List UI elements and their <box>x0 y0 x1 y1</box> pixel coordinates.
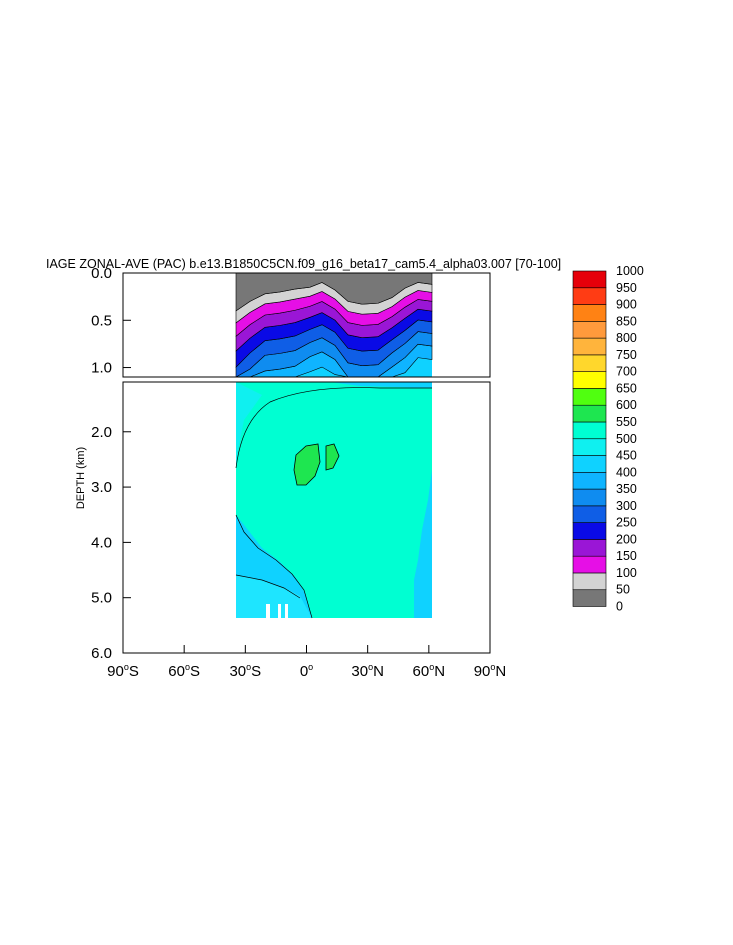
y-tick-label: 1.0 <box>91 360 112 377</box>
colorbar-swatch <box>572 304 607 322</box>
colorbar-label: 450 <box>616 449 637 463</box>
x-tick-label: 60oN <box>413 662 446 680</box>
chart-title: IAGE ZONAL-AVE (PAC) b.e13.B1850C5CN.f09… <box>46 257 561 271</box>
data-gap-3 <box>285 604 288 618</box>
colorbar-label: 1000 <box>616 264 644 278</box>
lower-band-450 <box>236 382 432 618</box>
colorbar-swatch <box>572 287 607 305</box>
colorbar-label: 850 <box>616 314 637 328</box>
colorbar-swatch <box>572 421 607 440</box>
lower-panel-field <box>235 382 432 619</box>
colorbar-label: 200 <box>616 532 637 546</box>
colorbar-label: 150 <box>616 549 637 563</box>
colorbar-swatch <box>572 321 607 339</box>
colorbar: 0 50 100 150 200 250 300 350 400 450 500 550 600 650 7… <box>572 264 644 614</box>
y-tick-label: 5.0 <box>91 590 112 607</box>
colorbar-swatch <box>572 488 607 507</box>
colorbar-label: 50 <box>616 583 630 597</box>
lower-band-400-bottom <box>236 575 312 618</box>
colorbar-swatch <box>572 371 607 389</box>
colorbar-swatch <box>572 404 607 423</box>
y-tick-label: 3.0 <box>91 479 112 496</box>
lower-band-550-blob-2 <box>325 443 340 471</box>
colorbar-label: 300 <box>616 499 637 513</box>
upper-panel-frame <box>122 272 491 378</box>
y-tick-label: 0.5 <box>91 312 112 329</box>
upper-panel-field <box>235 273 433 377</box>
upper-band-0 <box>235 273 433 312</box>
lower-contours <box>235 387 432 619</box>
x-tick-label: 0o <box>300 662 313 680</box>
colorbar-label: 650 <box>616 381 637 395</box>
colorbar-label: 750 <box>616 348 637 362</box>
y-tick-label: 0.0 <box>91 265 112 282</box>
colorbar-label: 0 <box>616 600 623 614</box>
colorbar-label: 950 <box>616 281 637 295</box>
colorbar-swatch <box>572 471 607 490</box>
colorbar-label: 100 <box>616 566 637 580</box>
colorbar-label: 600 <box>616 398 637 412</box>
colorbar-swatch <box>572 522 607 540</box>
colorbar-swatch <box>572 438 607 456</box>
colorbar-swatch <box>572 555 607 574</box>
colorbar-swatch <box>572 505 607 523</box>
colorbar-swatch <box>572 572 607 591</box>
colorbar-label: 550 <box>616 415 637 429</box>
colorbar-swatch <box>572 589 607 607</box>
colorbar-swatch <box>572 337 607 356</box>
colorbar-label: 500 <box>616 432 637 446</box>
x-tick-label: 90oN <box>474 662 507 680</box>
colorbar-swatch <box>572 539 607 557</box>
x-tick-label: 60oS <box>168 662 200 680</box>
x-tick-label: 30oS <box>229 662 261 680</box>
y-tick-label: 6.0 <box>91 645 112 662</box>
colorbar-label: 400 <box>616 465 637 479</box>
colorbar-label: 250 <box>616 516 637 530</box>
colorbar-swatch <box>572 388 607 406</box>
colorbar-label: 800 <box>616 331 637 345</box>
colorbar-swatch <box>572 354 607 372</box>
colorbar-label: 350 <box>616 482 637 496</box>
lower-band-450-left-edge <box>236 382 262 470</box>
data-gap-1 <box>266 604 270 618</box>
colorbar-swatch <box>572 270 607 289</box>
y-tick-label: 2.0 <box>91 424 112 441</box>
y-axis-label: DEPTH (km) <box>75 447 87 509</box>
lower-band-550-blob <box>293 443 321 486</box>
y-tick-label: 4.0 <box>91 534 112 551</box>
colorbar-swatch <box>572 455 607 473</box>
x-tick-label: 90oS <box>107 662 139 680</box>
data-gap-2 <box>278 604 281 618</box>
colorbar-label: 700 <box>616 365 637 379</box>
axes: 90oS 60oS 30oS 0o 30oN 60oN 90oN 0.0 0.5 1.0 2.0 3.… <box>91 265 506 680</box>
x-tick-label: 30oN <box>351 662 384 680</box>
colorbar-label: 900 <box>616 298 637 312</box>
